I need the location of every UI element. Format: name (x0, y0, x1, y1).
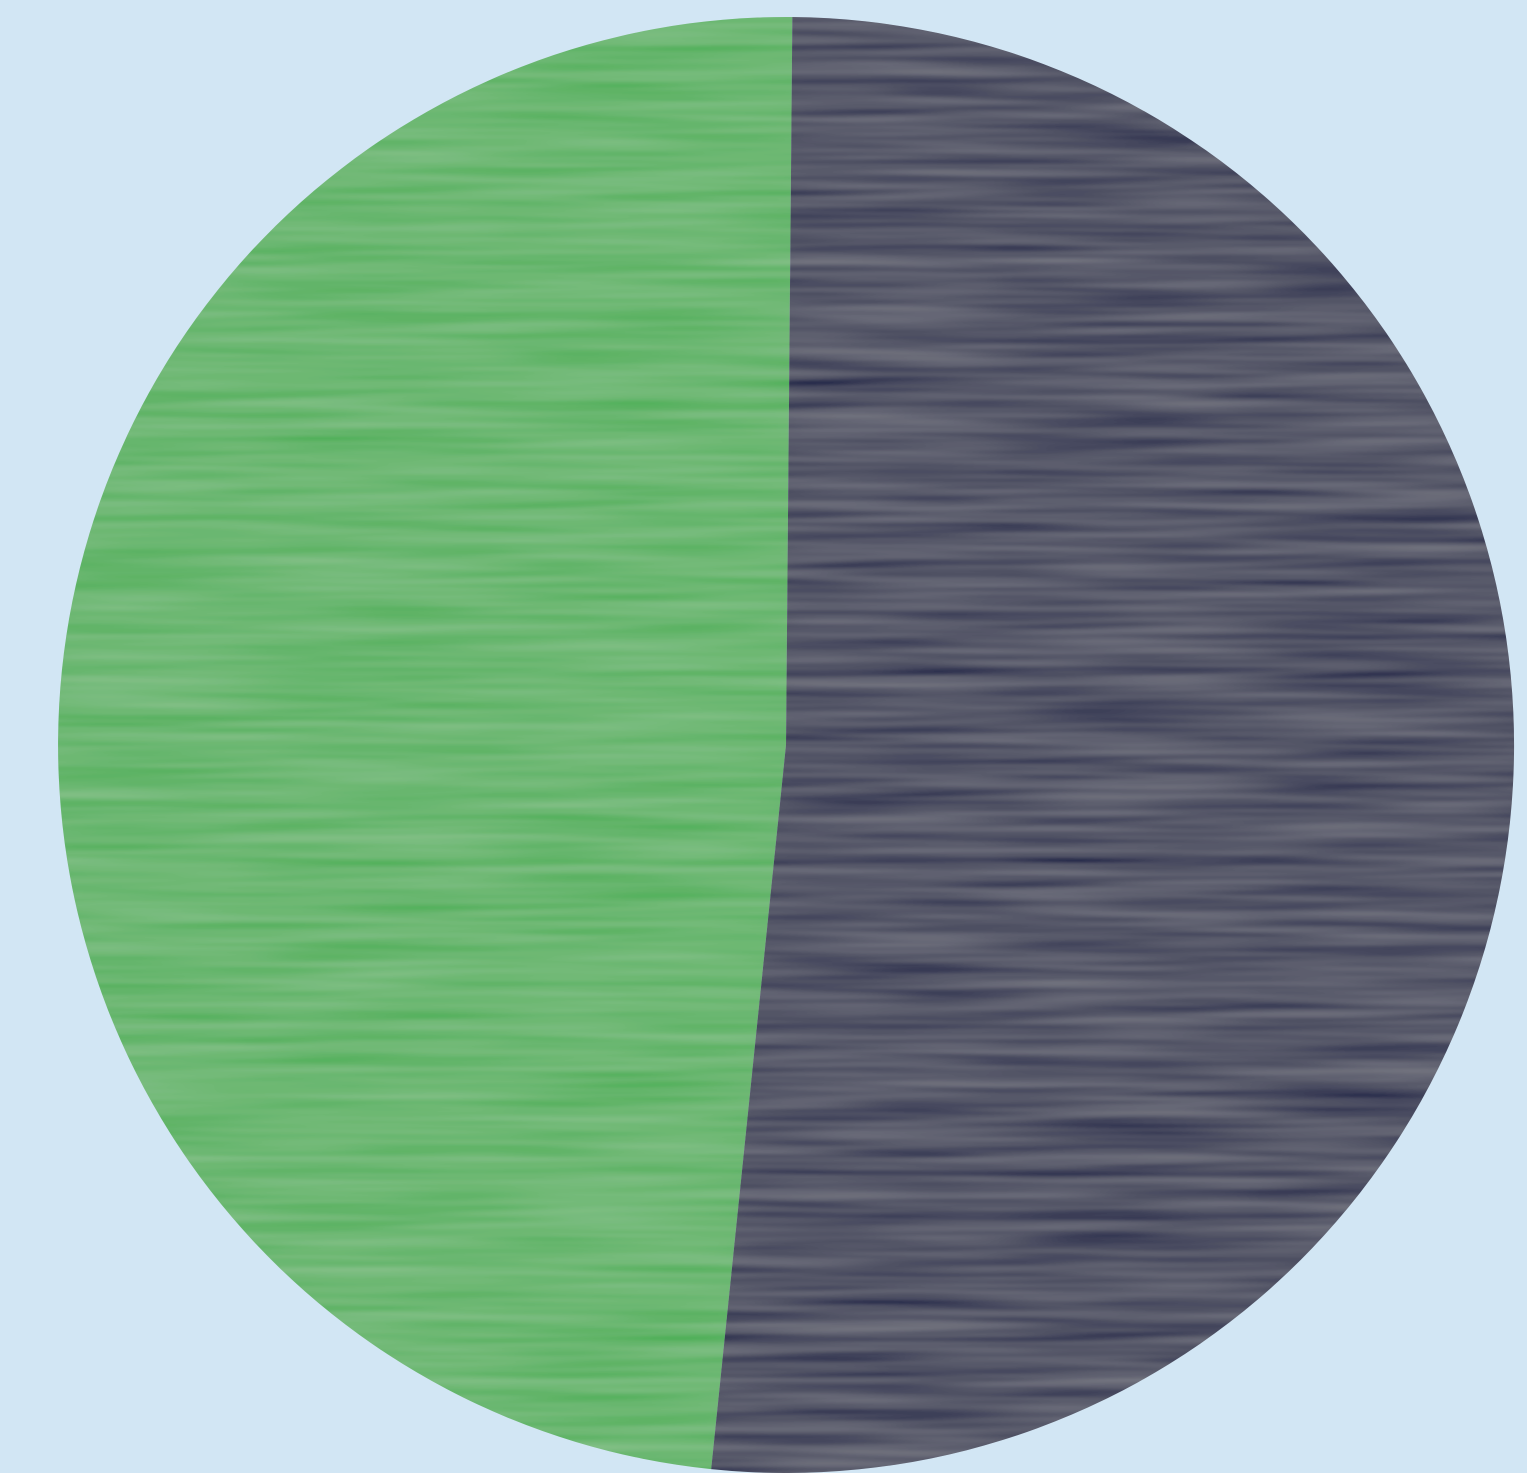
pie-slice-2 (711, 17, 1515, 1473)
pie-slice-1 (58, 17, 793, 1470)
pie-slices (58, 17, 1515, 1473)
